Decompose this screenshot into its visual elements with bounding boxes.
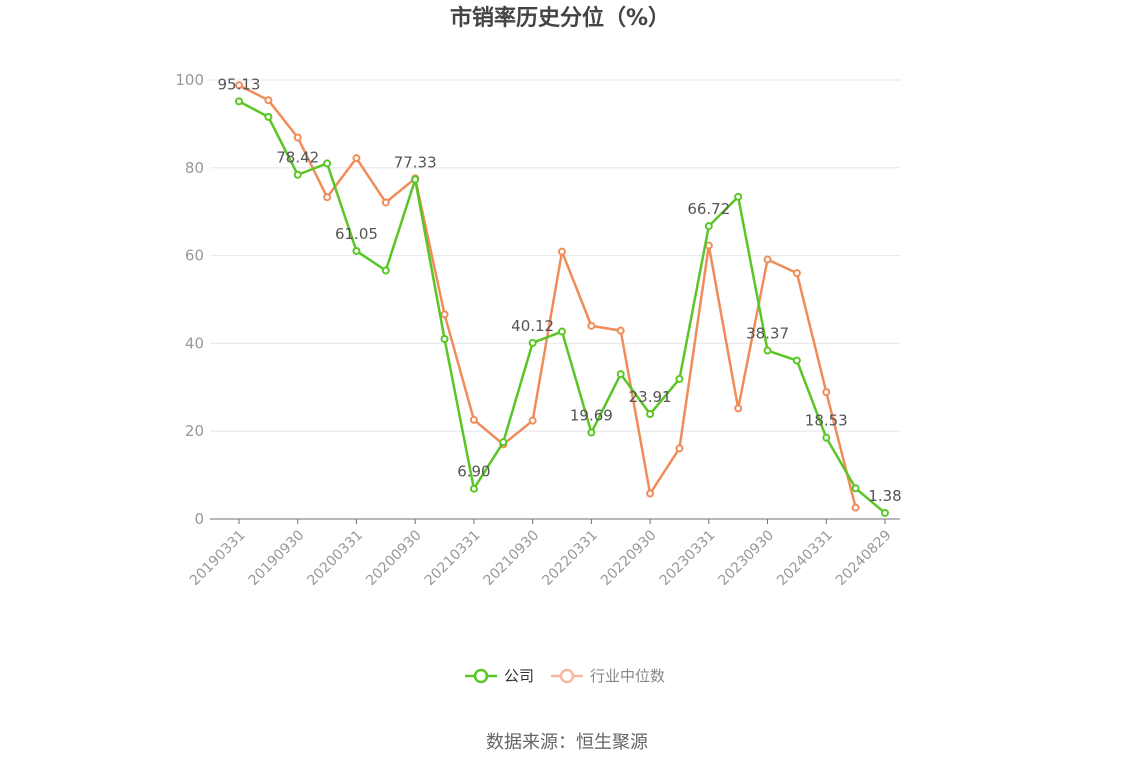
y-tick-label: 0 xyxy=(194,510,204,528)
data-label: 6.90 xyxy=(457,463,490,481)
data-point xyxy=(235,97,243,106)
data-point xyxy=(881,508,889,517)
data-point xyxy=(646,410,655,419)
data-label: 77.33 xyxy=(394,154,437,172)
chart-title: 市销率历史分位（%） xyxy=(450,5,670,31)
legend-item-0[interactable]: 公司 xyxy=(465,667,534,685)
data-point xyxy=(469,415,478,424)
data-point xyxy=(587,321,596,330)
data-point xyxy=(528,338,537,347)
data-point xyxy=(469,484,478,493)
data-label: 23.91 xyxy=(629,388,672,406)
data-point xyxy=(381,198,390,207)
data-point xyxy=(558,247,566,256)
series-line-0 xyxy=(238,100,886,514)
data-point xyxy=(734,192,743,201)
series-line-1 xyxy=(238,84,857,508)
data-point xyxy=(763,346,772,355)
data-point xyxy=(293,133,302,142)
x-tick-label: 20220331 xyxy=(539,527,601,589)
series-lines xyxy=(235,81,889,517)
data-point xyxy=(528,416,537,425)
data-point xyxy=(587,428,596,437)
data-point xyxy=(440,335,449,344)
data-point xyxy=(792,269,801,278)
data-point xyxy=(704,222,713,231)
data-label: 38.37 xyxy=(746,325,789,343)
data-point xyxy=(822,388,831,397)
data-point xyxy=(792,356,801,365)
data-point xyxy=(616,326,625,335)
legend-label: 行业中位数 xyxy=(590,667,665,685)
x-tick-label: 20210930 xyxy=(481,527,543,589)
y-axis-ticks: 0 20 40 60 80 100 xyxy=(175,71,204,528)
data-point xyxy=(381,266,390,275)
x-tick-label: 20190930 xyxy=(246,527,308,589)
data-point xyxy=(440,310,449,319)
data-point xyxy=(851,484,860,493)
y-tick-label: 20 xyxy=(185,422,204,440)
data-point xyxy=(323,193,332,202)
data-label: 78.42 xyxy=(276,149,319,167)
data-label: 66.72 xyxy=(687,200,730,218)
data-point xyxy=(763,255,772,264)
legend-label: 公司 xyxy=(504,667,534,685)
data-point xyxy=(352,154,361,163)
x-tick-label: 20240331 xyxy=(774,527,836,589)
data-point xyxy=(352,246,361,255)
data-source: 数据来源：恒生聚源 xyxy=(486,732,648,753)
y-tick-label: 100 xyxy=(175,71,204,89)
data-point xyxy=(264,112,273,121)
y-tick-label: 40 xyxy=(185,334,204,352)
data-label: 18.53 xyxy=(805,412,848,430)
data-label: 61.05 xyxy=(335,225,378,243)
x-tick-label: 20200331 xyxy=(304,527,366,589)
x-tick-label: 20220930 xyxy=(598,527,660,589)
legend-marker xyxy=(473,668,489,684)
data-point xyxy=(264,96,273,105)
data-label: 1.38 xyxy=(868,487,901,505)
data-point xyxy=(235,81,243,90)
x-tick-label: 20210331 xyxy=(422,527,484,589)
legend-marker xyxy=(559,668,575,684)
x-tick-label: 20200930 xyxy=(363,527,425,589)
data-point xyxy=(293,170,302,179)
data-label: 95.13 xyxy=(218,75,261,93)
data-point xyxy=(411,175,420,184)
data-point xyxy=(646,489,655,498)
x-axis: 2019033120190930202003312020093020210331… xyxy=(187,518,900,589)
data-point xyxy=(675,444,684,453)
y-tick-label: 60 xyxy=(185,247,204,265)
data-labels: 95.13 78.42 61.05 77.33 6.90 40.12 19.69 23.91 6… xyxy=(218,75,902,505)
legend[interactable]: 公司 行业中位数 xyxy=(465,667,665,685)
x-tick-label: 20230930 xyxy=(715,527,777,589)
grid xyxy=(210,79,900,432)
x-tick-label: 20230331 xyxy=(657,527,719,589)
data-label: 40.12 xyxy=(511,317,554,335)
y-tick-label: 80 xyxy=(185,159,204,177)
legend-item-1[interactable]: 行业中位数 xyxy=(551,667,665,685)
data-point xyxy=(675,374,684,383)
data-point xyxy=(616,370,625,379)
data-point xyxy=(558,327,566,336)
x-tick-label: 20240829 xyxy=(833,527,895,589)
data-point xyxy=(499,438,508,447)
data-point xyxy=(734,404,743,413)
data-point xyxy=(822,433,831,442)
data-point xyxy=(851,503,860,512)
data-label: 19.69 xyxy=(570,407,613,425)
x-tick-label: 20190331 xyxy=(187,527,249,589)
data-point xyxy=(323,159,332,168)
